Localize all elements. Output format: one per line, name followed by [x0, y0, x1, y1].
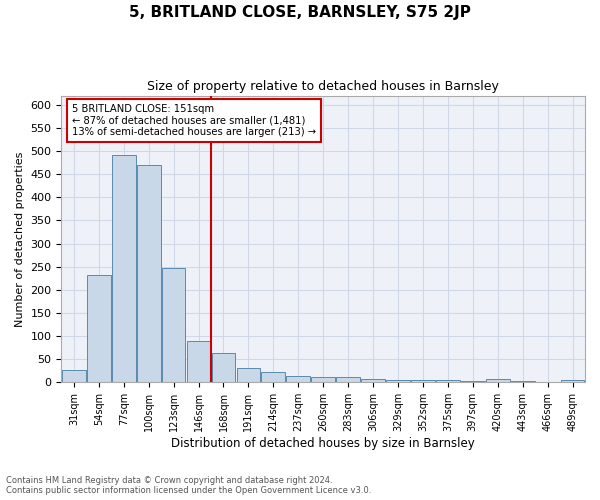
Bar: [311, 378, 335, 382]
Title: Size of property relative to detached houses in Barnsley: Size of property relative to detached ho…: [147, 80, 499, 93]
Bar: [162, 268, 185, 382]
Text: Contains HM Land Registry data © Crown copyright and database right 2024.
Contai: Contains HM Land Registry data © Crown c…: [6, 476, 371, 495]
Bar: [137, 165, 161, 382]
Bar: [411, 380, 435, 382]
Text: 5, BRITLAND CLOSE, BARNSLEY, S75 2JP: 5, BRITLAND CLOSE, BARNSLEY, S75 2JP: [129, 5, 471, 20]
Text: 5 BRITLAND CLOSE: 151sqm
← 87% of detached houses are smaller (1,481)
13% of sem: 5 BRITLAND CLOSE: 151sqm ← 87% of detach…: [72, 104, 316, 138]
Bar: [436, 380, 460, 382]
Bar: [511, 381, 535, 382]
X-axis label: Distribution of detached houses by size in Barnsley: Distribution of detached houses by size …: [172, 437, 475, 450]
Bar: [62, 370, 86, 382]
Bar: [212, 353, 235, 382]
Bar: [461, 381, 485, 382]
Bar: [286, 376, 310, 382]
Bar: [336, 378, 360, 382]
Y-axis label: Number of detached properties: Number of detached properties: [15, 152, 25, 326]
Bar: [560, 380, 584, 382]
Bar: [187, 340, 211, 382]
Bar: [112, 155, 136, 382]
Bar: [236, 368, 260, 382]
Bar: [87, 275, 110, 382]
Bar: [486, 378, 509, 382]
Bar: [262, 372, 285, 382]
Bar: [386, 380, 410, 382]
Bar: [361, 378, 385, 382]
